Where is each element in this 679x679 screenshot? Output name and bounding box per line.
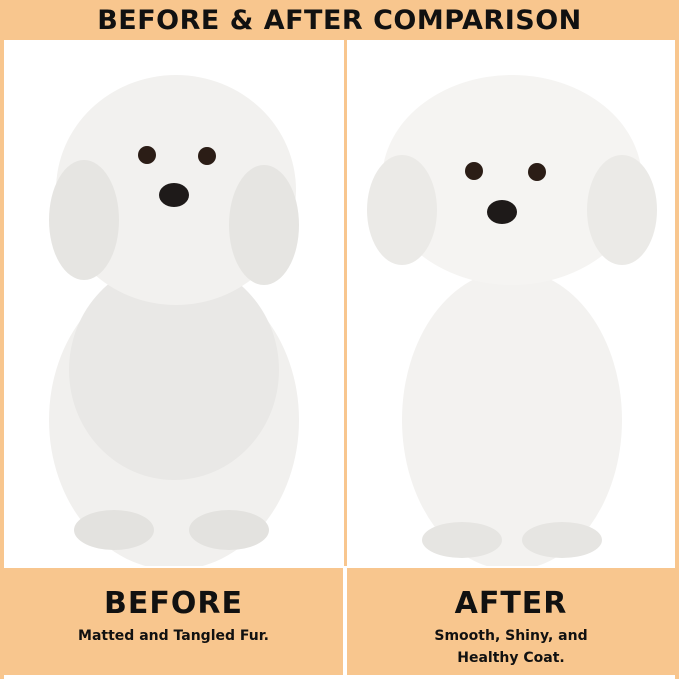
panel-divider xyxy=(344,40,347,566)
title: BEFORE & AFTER COMPARISON xyxy=(97,4,582,36)
after-heading: AFTER xyxy=(454,586,568,621)
before-photo xyxy=(4,40,344,566)
title-banner: BEFORE & AFTER COMPARISON xyxy=(0,0,679,40)
before-caption: BEFORE Matted and Tangled Fur. xyxy=(4,568,343,675)
after-photo xyxy=(347,40,675,566)
before-heading: BEFORE xyxy=(104,586,243,621)
dog-after-image xyxy=(367,75,657,566)
dog-before-image xyxy=(49,75,299,566)
frame-left xyxy=(0,40,4,679)
after-caption: AFTER Smooth, Shiny, and Healthy Coat. xyxy=(347,568,675,675)
frame-right xyxy=(675,40,679,679)
before-text: Matted and Tangled Fur. xyxy=(78,628,269,644)
after-text-line1: Smooth, Shiny, and xyxy=(434,628,588,644)
after-text-line2: Healthy Coat. xyxy=(457,650,565,666)
